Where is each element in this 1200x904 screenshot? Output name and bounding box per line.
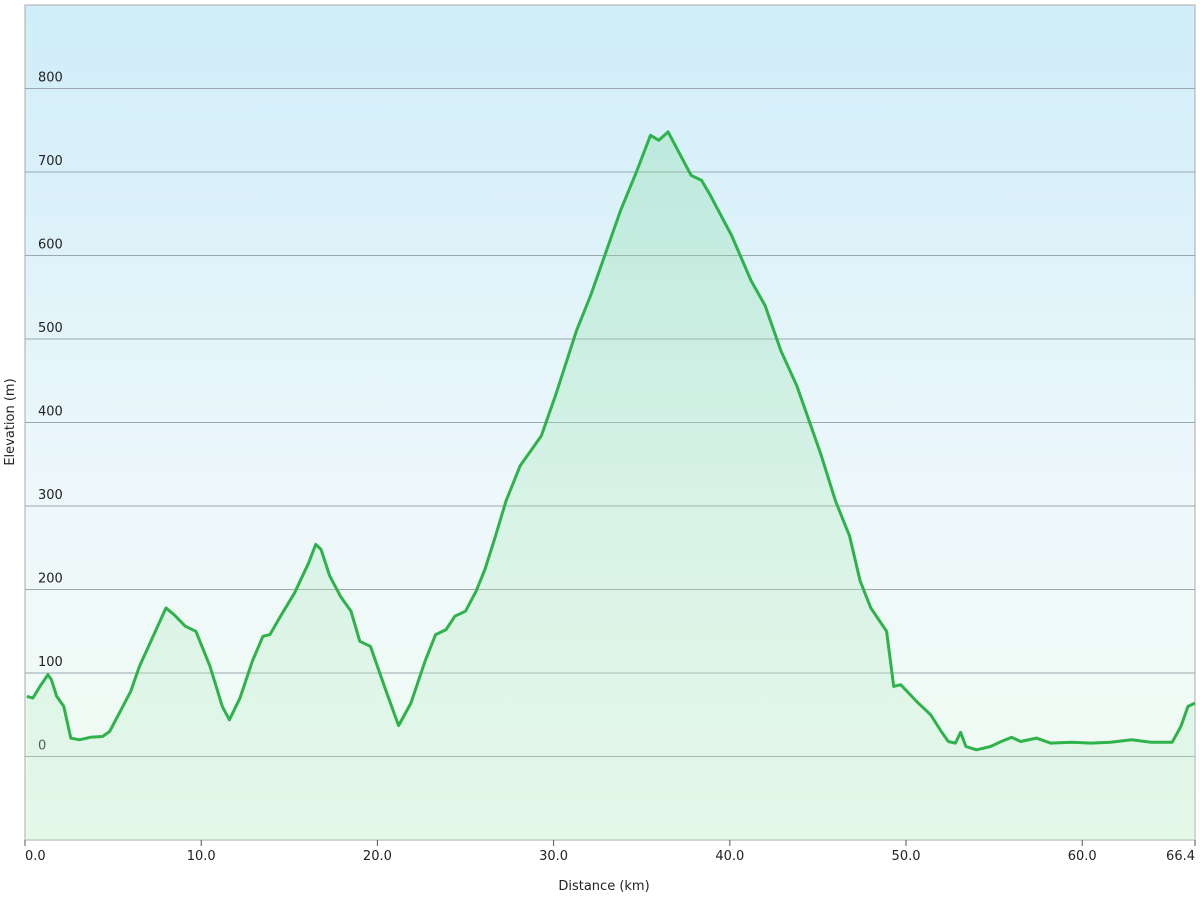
x-tick-label: 66.4 [1166,849,1195,864]
y-axis-label: Elevation (m) [3,378,18,465]
y-tick-label: 600 [38,238,63,253]
x-tick-label: 50.0 [892,849,921,864]
x-tick-label: 40.0 [715,849,744,864]
area [26,131,1195,840]
y-tick-label: 500 [38,321,63,336]
x-tick-label: 30.0 [539,849,568,864]
x-tick-label: 10.0 [187,849,216,864]
y-tick-label: 100 [38,655,63,670]
y-tick-label: 800 [38,71,63,86]
y-tick-label: 300 [38,488,63,503]
line [26,130,1196,752]
x-tick-label: 20.0 [363,849,392,864]
x-tick-label: 60.0 [1068,849,1097,864]
y-tick-label: 200 [38,572,63,587]
y-tick-label: 700 [38,154,63,169]
x-tick-label: 0.0 [25,849,46,864]
y-tick-label: 400 [38,405,63,420]
x-axis-label: Distance (km) [558,879,649,894]
